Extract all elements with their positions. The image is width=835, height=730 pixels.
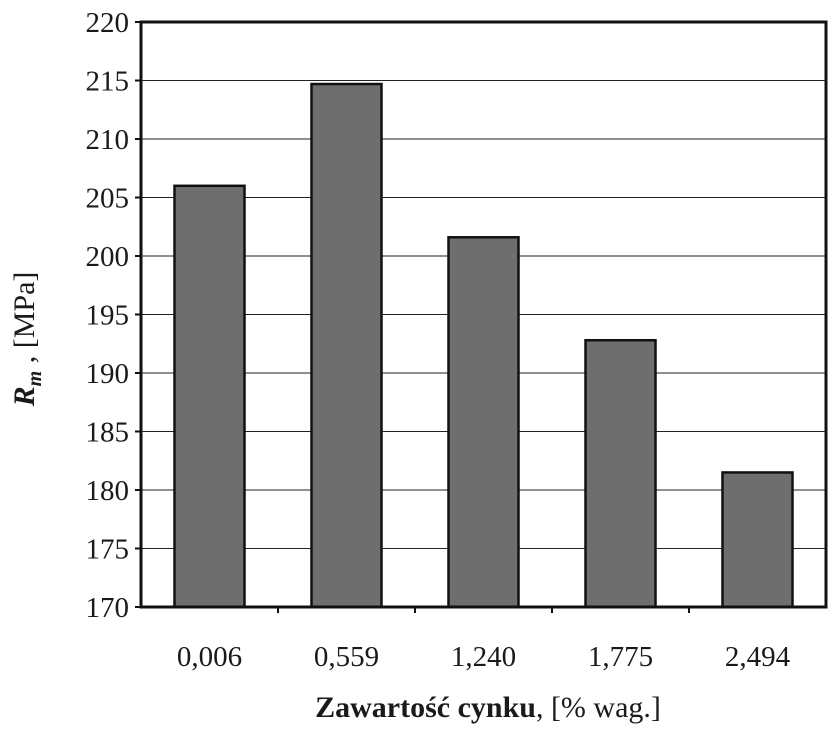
- y-tick-label: 210: [86, 124, 130, 156]
- y-tick-label: 200: [86, 241, 130, 273]
- x-tick-labels: 0,006 0,559 1,240 1,775 2,494: [177, 607, 791, 673]
- y-axis-subscript: m: [24, 371, 46, 387]
- x-tick-label: 1,775: [588, 641, 653, 673]
- bars: [173, 82, 794, 609]
- y-tick-label: 170: [86, 592, 130, 624]
- y-tick-label: 195: [86, 300, 130, 332]
- bar-0-006: [173, 184, 246, 609]
- y-tick-label: 215: [86, 66, 130, 98]
- y-axis-symbol: R: [8, 386, 41, 407]
- bar-0-559: [310, 82, 383, 609]
- x-tick-label: 0,559: [314, 641, 379, 673]
- x-tick-label: 1,240: [451, 641, 516, 673]
- y-tick-label: 185: [86, 417, 130, 449]
- x-tick-label: 0,006: [177, 641, 242, 673]
- y-axis-title: Rm , [MPa]: [8, 272, 46, 408]
- bar-1-775: [584, 338, 657, 609]
- y-tick-label: 175: [86, 534, 130, 566]
- x-axis-unit: , [% wag.]: [536, 691, 661, 724]
- bar-2-494: [721, 471, 794, 609]
- y-tick-labels: 170 175 180 185 190 195 200 205 210 215 220: [86, 7, 141, 624]
- x-axis-title-main: Zawartość cynku: [315, 691, 536, 724]
- y-tick-label: 220: [86, 7, 130, 39]
- y-tick-label: 180: [86, 475, 130, 507]
- y-tick-label: 205: [86, 183, 130, 215]
- y-axis-unit: , [MPa]: [8, 272, 41, 371]
- y-tick-label: 190: [86, 358, 130, 390]
- x-axis-title: Zawartość cynku, [% wag.]: [315, 691, 661, 724]
- x-tick-label: 2,494: [725, 641, 791, 673]
- bar-1-240: [447, 236, 520, 609]
